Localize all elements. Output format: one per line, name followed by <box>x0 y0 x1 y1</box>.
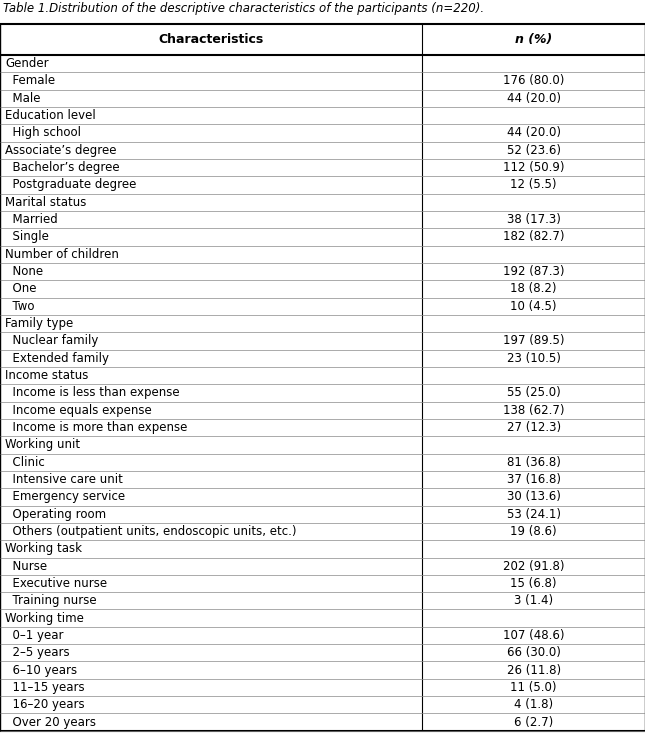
Text: 53 (24.1): 53 (24.1) <box>507 508 561 520</box>
Text: Bachelor’s degree: Bachelor’s degree <box>5 161 120 174</box>
Text: 192 (87.3): 192 (87.3) <box>503 265 564 278</box>
Text: High school: High school <box>5 127 81 139</box>
Text: n (%): n (%) <box>515 33 552 46</box>
Text: 10 (4.5): 10 (4.5) <box>510 300 557 313</box>
Text: 52 (23.6): 52 (23.6) <box>507 144 561 157</box>
Text: 23 (10.5): 23 (10.5) <box>507 352 561 365</box>
Text: None: None <box>5 265 43 278</box>
Text: 3 (1.4): 3 (1.4) <box>514 594 553 608</box>
Text: Family type: Family type <box>5 317 74 330</box>
Text: Income is more than expense: Income is more than expense <box>5 421 188 434</box>
Text: Single: Single <box>5 230 49 243</box>
Text: 2–5 years: 2–5 years <box>5 647 70 659</box>
Text: 30 (13.6): 30 (13.6) <box>507 490 561 504</box>
Text: 81 (36.8): 81 (36.8) <box>507 456 561 468</box>
Text: Table 1.Distribution of the descriptive characteristics of the participants (n=2: Table 1.Distribution of the descriptive … <box>3 2 484 15</box>
Text: Working time: Working time <box>5 611 84 625</box>
Text: Education level: Education level <box>5 109 96 122</box>
Text: 44 (20.0): 44 (20.0) <box>507 92 561 105</box>
Text: 55 (25.0): 55 (25.0) <box>507 386 561 399</box>
Text: Training nurse: Training nurse <box>5 594 97 608</box>
Text: One: One <box>5 282 37 295</box>
Text: Marital status: Marital status <box>5 196 86 209</box>
Text: 197 (89.5): 197 (89.5) <box>503 334 564 347</box>
Text: 27 (12.3): 27 (12.3) <box>507 421 561 434</box>
Text: Executive nurse: Executive nurse <box>5 577 107 590</box>
Text: Married: Married <box>5 213 58 226</box>
Text: Nurse: Nurse <box>5 560 47 572</box>
Text: 26 (11.8): 26 (11.8) <box>507 663 561 677</box>
Text: Others (outpatient units, endoscopic units, etc.): Others (outpatient units, endoscopic uni… <box>5 525 297 538</box>
Text: Intensive care unit: Intensive care unit <box>5 473 123 486</box>
Text: 182 (82.7): 182 (82.7) <box>503 230 564 243</box>
Text: 44 (20.0): 44 (20.0) <box>507 127 561 139</box>
Text: Number of children: Number of children <box>5 248 119 261</box>
Text: 0–1 year: 0–1 year <box>5 629 64 642</box>
Text: 202 (91.8): 202 (91.8) <box>503 560 564 572</box>
Text: 11 (5.0): 11 (5.0) <box>510 681 557 694</box>
Text: 107 (48.6): 107 (48.6) <box>503 629 564 642</box>
Text: Characteristics: Characteristics <box>159 33 264 46</box>
Text: Working task: Working task <box>5 542 82 556</box>
Text: 4 (1.8): 4 (1.8) <box>514 699 553 711</box>
Text: 66 (30.0): 66 (30.0) <box>507 647 561 659</box>
Text: 6 (2.7): 6 (2.7) <box>514 715 553 729</box>
Text: 18 (8.2): 18 (8.2) <box>510 282 557 295</box>
Text: 16–20 years: 16–20 years <box>5 699 84 711</box>
Text: Extended family: Extended family <box>5 352 109 365</box>
Text: 37 (16.8): 37 (16.8) <box>507 473 561 486</box>
Text: 19 (8.6): 19 (8.6) <box>510 525 557 538</box>
Text: Income status: Income status <box>5 369 88 382</box>
Text: Two: Two <box>5 300 35 313</box>
Text: Over 20 years: Over 20 years <box>5 715 96 729</box>
Text: Income equals expense: Income equals expense <box>5 404 152 417</box>
Text: Operating room: Operating room <box>5 508 106 520</box>
Text: 15 (6.8): 15 (6.8) <box>510 577 557 590</box>
Text: 6–10 years: 6–10 years <box>5 663 77 677</box>
Text: Nuclear family: Nuclear family <box>5 334 99 347</box>
Text: Female: Female <box>5 75 55 87</box>
Text: 11–15 years: 11–15 years <box>5 681 84 694</box>
Text: Gender: Gender <box>5 57 49 70</box>
Text: Working unit: Working unit <box>5 438 80 452</box>
Text: Associate’s degree: Associate’s degree <box>5 144 117 157</box>
Text: 38 (17.3): 38 (17.3) <box>507 213 561 226</box>
Text: Emergency service: Emergency service <box>5 490 125 504</box>
Text: Income is less than expense: Income is less than expense <box>5 386 180 399</box>
Text: 176 (80.0): 176 (80.0) <box>503 75 564 87</box>
Text: 12 (5.5): 12 (5.5) <box>510 178 557 191</box>
Text: Postgraduate degree: Postgraduate degree <box>5 178 137 191</box>
Text: Clinic: Clinic <box>5 456 45 468</box>
Text: 112 (50.9): 112 (50.9) <box>503 161 564 174</box>
Text: 138 (62.7): 138 (62.7) <box>503 404 564 417</box>
Text: Male: Male <box>5 92 41 105</box>
